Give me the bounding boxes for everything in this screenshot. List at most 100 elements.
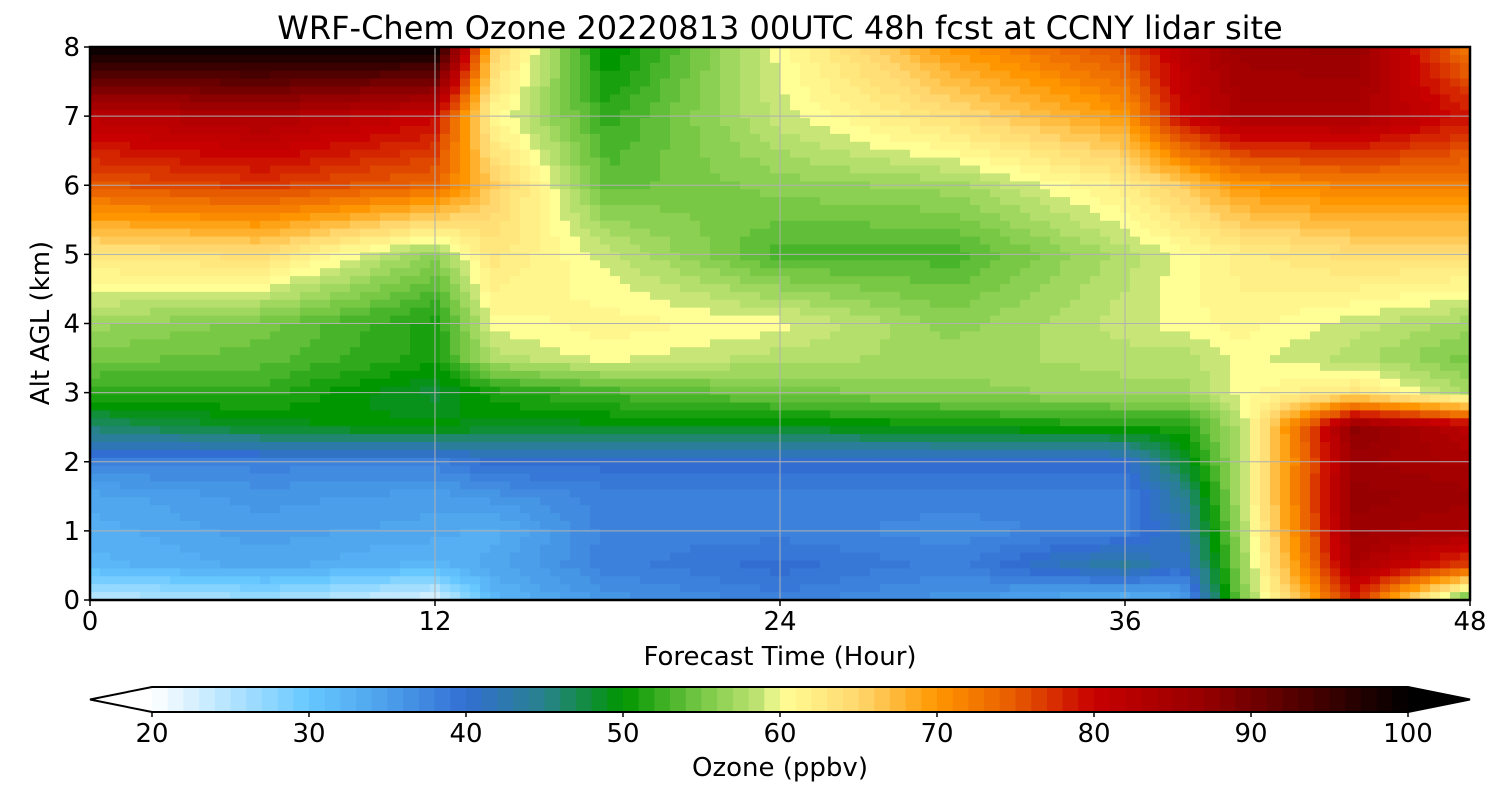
field-cell <box>1400 70 1411 80</box>
field-cell <box>210 189 221 198</box>
field-cell <box>220 276 231 285</box>
field-cell <box>1200 54 1211 64</box>
field-cell <box>950 133 961 143</box>
field-cell <box>1340 86 1351 95</box>
field-cell <box>810 252 821 261</box>
field-cell <box>540 260 551 269</box>
field-cell <box>1260 276 1271 285</box>
field-cell <box>420 252 431 261</box>
field-cell <box>490 62 501 72</box>
field-cell <box>860 110 871 119</box>
field-cell <box>780 102 791 111</box>
field-cell <box>670 299 681 309</box>
field-cell <box>1310 268 1321 277</box>
field-cell <box>1110 86 1121 95</box>
field-cell <box>310 228 321 238</box>
field-cell <box>640 118 651 127</box>
field-cell <box>1420 86 1431 95</box>
field-cell <box>540 173 551 182</box>
field-cell <box>1010 102 1021 111</box>
field-cell <box>980 212 991 222</box>
field-cell <box>830 236 841 246</box>
field-cell <box>390 323 401 332</box>
field-cell <box>670 323 681 332</box>
field-cell <box>510 62 521 72</box>
field-cell <box>180 268 191 277</box>
field-cell <box>1170 118 1181 127</box>
field-cell <box>920 94 931 103</box>
field-cell <box>320 47 331 56</box>
field-cell <box>190 149 201 159</box>
field-cell <box>510 47 521 56</box>
field-cell <box>420 47 431 56</box>
field-cell <box>700 252 711 261</box>
field-cell <box>750 54 761 64</box>
field-cell <box>800 62 811 72</box>
field-cell <box>820 212 831 222</box>
field-cell <box>550 149 561 159</box>
field-cell <box>530 47 541 56</box>
field-cell <box>700 47 711 56</box>
field-cell <box>1420 47 1431 56</box>
field-cell <box>1150 205 1161 214</box>
field-cell <box>720 70 731 80</box>
field-cell <box>1130 102 1141 111</box>
field-cell <box>1370 299 1381 309</box>
field-cell <box>1360 252 1371 261</box>
field-cell <box>540 126 551 135</box>
field-cell <box>450 323 461 332</box>
field-cell <box>1380 236 1391 246</box>
field-cell <box>510 236 521 246</box>
field-cell <box>480 102 491 111</box>
field-cell <box>890 102 901 111</box>
field-cell <box>1360 323 1371 332</box>
field-cell <box>660 78 671 88</box>
field-cell <box>580 149 591 159</box>
field-cell <box>1100 173 1111 182</box>
field-cell <box>900 189 911 198</box>
field-cell <box>1260 78 1271 88</box>
field-cell <box>120 212 131 222</box>
field-cell <box>500 165 511 174</box>
field-cell <box>90 102 101 111</box>
field-cell <box>540 118 551 127</box>
field-cell <box>400 236 411 246</box>
field-cell <box>790 141 801 151</box>
field-cell <box>660 236 671 246</box>
field-cell <box>1420 54 1431 64</box>
field-cell <box>1080 244 1091 253</box>
field-cell <box>1150 268 1161 277</box>
field-cell <box>660 173 671 182</box>
field-cell <box>1350 102 1361 111</box>
field-cell <box>820 284 831 293</box>
field-cell <box>500 197 511 206</box>
field-cell <box>300 157 311 167</box>
field-cell <box>930 62 941 72</box>
field-cell <box>770 284 781 293</box>
field-cell <box>370 62 381 72</box>
field-cell <box>1310 102 1321 111</box>
field-cell <box>1060 268 1071 277</box>
field-cell <box>1250 86 1261 95</box>
field-cell <box>1230 126 1241 135</box>
field-cell <box>650 94 661 103</box>
field-cell <box>760 70 771 80</box>
field-cell <box>270 133 281 143</box>
field-cell <box>410 133 421 143</box>
field-cell <box>710 110 721 119</box>
field-cell <box>850 244 861 253</box>
field-cell <box>1190 315 1201 325</box>
field-cell <box>440 228 451 238</box>
field-cell <box>90 70 101 80</box>
field-cell <box>1260 165 1271 174</box>
field-cell <box>1410 323 1421 332</box>
field-cell <box>1320 228 1331 238</box>
field-cell <box>560 94 571 103</box>
field-cell <box>780 299 791 309</box>
field-cell <box>340 189 351 198</box>
field-cell <box>1460 236 1471 246</box>
field-cell <box>600 260 611 269</box>
field-cell <box>1420 118 1431 127</box>
field-cell <box>780 212 791 222</box>
field-cell <box>930 165 941 174</box>
